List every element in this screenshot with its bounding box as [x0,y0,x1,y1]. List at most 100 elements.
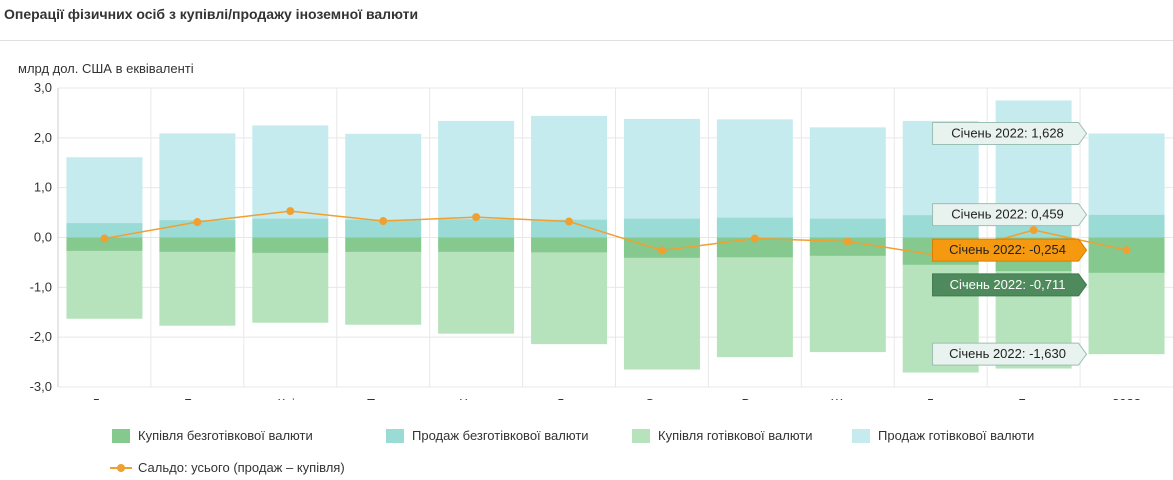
bar-buy-noncash[interactable] [345,237,422,252]
bar-buy-noncash[interactable] [438,237,515,252]
tooltip: Січень 2022: -0,254 [932,238,1088,262]
x-tick-label: Серп. [645,396,680,400]
bar-buy-noncash[interactable] [252,237,329,253]
bar-buy-cash[interactable] [66,250,143,319]
net-balance-point[interactable] [750,234,759,243]
legend-sell-cash[interactable]: Продаж готівкової валюти [852,428,1034,443]
title-divider [0,40,1173,41]
net-balance-point[interactable] [379,217,388,226]
bar-buy-cash[interactable] [531,252,608,345]
bar-sell-cash[interactable] [809,127,886,219]
tooltip-box [932,121,1088,145]
y-tick-label: -1,0 [30,279,52,294]
bar-buy-cash[interactable] [438,251,515,334]
x-tick-label: Лют. [91,396,117,400]
x-tick-label: Лип. [556,396,582,400]
legend-label: Продаж готівкової валюти [878,428,1035,443]
legend-buy-cash[interactable]: Купівля готівкової валюти [632,428,813,443]
bar-sell-noncash[interactable] [531,219,608,238]
bar-buy-cash[interactable] [1088,272,1165,355]
net-balance-point[interactable] [1029,226,1038,235]
net-balance-point[interactable] [843,237,852,246]
legend-net-total[interactable]: Сальдо: усього (продаж – купівля) [110,460,345,475]
net-balance-point[interactable] [193,218,202,227]
tooltip-box [932,203,1088,227]
bar-sell-cash[interactable] [531,115,608,220]
net-balance-point[interactable] [657,246,666,255]
legend-label: Купівля готівкової валюти [658,428,813,443]
legend-swatch [632,428,650,443]
y-tick-label: 0,0 [34,230,52,245]
bar-sell-noncash[interactable] [66,223,143,238]
bar-buy-noncash[interactable] [1088,237,1165,273]
x-tick-label: Черв. [459,396,493,400]
bar-sell-cash[interactable] [1088,133,1165,215]
legend-swatch [112,428,130,443]
bar-sell-noncash[interactable] [345,219,422,238]
bar-sell-cash[interactable] [66,157,143,224]
y-tick-label: -2,0 [30,329,52,344]
tooltip-text: Січень 2022: 0,459 [951,207,1064,222]
legend-sell-noncash[interactable]: Продаж безготівкової валюти [386,428,589,443]
net-balance-point[interactable] [100,234,109,243]
bar-sell-noncash[interactable] [1088,214,1165,238]
bar-sell-cash[interactable] [252,125,329,219]
bar-buy-cash[interactable] [159,251,236,326]
x-tick-label: Бер. [184,396,211,400]
x-tick-label: 2022 [1112,396,1141,400]
net-balance-point[interactable] [472,213,481,222]
x-tick-label: Трав. [367,396,399,400]
y-tick-label: 2,0 [34,130,52,145]
bar-sell-cash[interactable] [345,133,422,220]
bar-sell-cash[interactable] [716,119,793,218]
bar-sell-cash[interactable] [159,133,236,221]
net-balance-point[interactable] [286,207,295,216]
x-tick-label: Лист. [925,396,955,400]
tooltip-box [932,342,1088,366]
tooltip: Січень 2022: 1,628 [932,121,1088,145]
tooltip: Січень 2022: -0,711 [932,273,1088,297]
bar-buy-cash[interactable] [809,255,886,353]
bar-sell-noncash[interactable] [159,220,236,238]
legend-buy-noncash[interactable]: Купівля безготівкової валюти [112,428,313,443]
bar-buy-noncash[interactable] [159,237,236,252]
x-tick-label: Квіт. [278,396,304,400]
bar-sell-cash[interactable] [438,120,515,220]
bar-sell-cash[interactable] [995,100,1072,214]
bar-buy-noncash[interactable] [716,237,793,258]
legend-label: Сальдо: усього (продаж – купівля) [138,460,345,475]
tooltip-box [932,238,1088,262]
tooltip: Січень 2022: -1,630 [932,342,1088,366]
net-balance-point[interactable] [1122,246,1131,255]
bar-buy-cash[interactable] [252,252,329,323]
legend-label: Купівля безготівкової валюти [138,428,313,443]
bar-sell-noncash[interactable] [809,218,886,238]
tooltip-text: Січень 2022: -0,711 [950,277,1066,292]
chart-title: Операції фізичних осіб з купівлі/продажу… [4,6,419,22]
bar-sell-noncash[interactable] [623,218,700,238]
tooltip-box [932,273,1088,297]
y-tick-label: -3,0 [30,379,52,394]
y-tick-label: 3,0 [34,80,52,95]
legend-swatch [386,428,404,443]
net-balance-point[interactable] [565,217,574,226]
bar-buy-cash[interactable] [623,257,700,370]
bar-buy-noncash[interactable] [531,237,608,253]
y-tick-label: 1,0 [34,180,52,195]
tooltip-text: Січень 2022: 1,628 [951,125,1064,140]
bar-buy-noncash[interactable] [809,237,886,256]
x-tick-label: Груд. [1018,396,1049,400]
bar-sell-noncash[interactable] [716,217,793,238]
bar-buy-cash[interactable] [716,257,793,358]
x-tick-label: Вер. [742,396,769,400]
bar-sell-cash[interactable] [623,118,700,219]
y-axis-unit-label: млрд дол. США в еквіваленті [18,61,194,76]
bar-buy-noncash[interactable] [66,237,143,251]
tooltip-text: Січень 2022: -0,254 [949,242,1066,257]
bar-sell-noncash[interactable] [252,218,329,238]
tooltip: Січень 2022: 0,459 [932,203,1088,227]
legend-line-marker [110,462,132,474]
chart-area: 3,0 2,0 1,0 0,0 -1,0 -2,0 -3,0 Лют. Бер. Квіт. Тр… [30,80,1173,400]
bar-sell-noncash[interactable] [438,219,515,238]
bar-buy-cash[interactable] [345,251,422,325]
